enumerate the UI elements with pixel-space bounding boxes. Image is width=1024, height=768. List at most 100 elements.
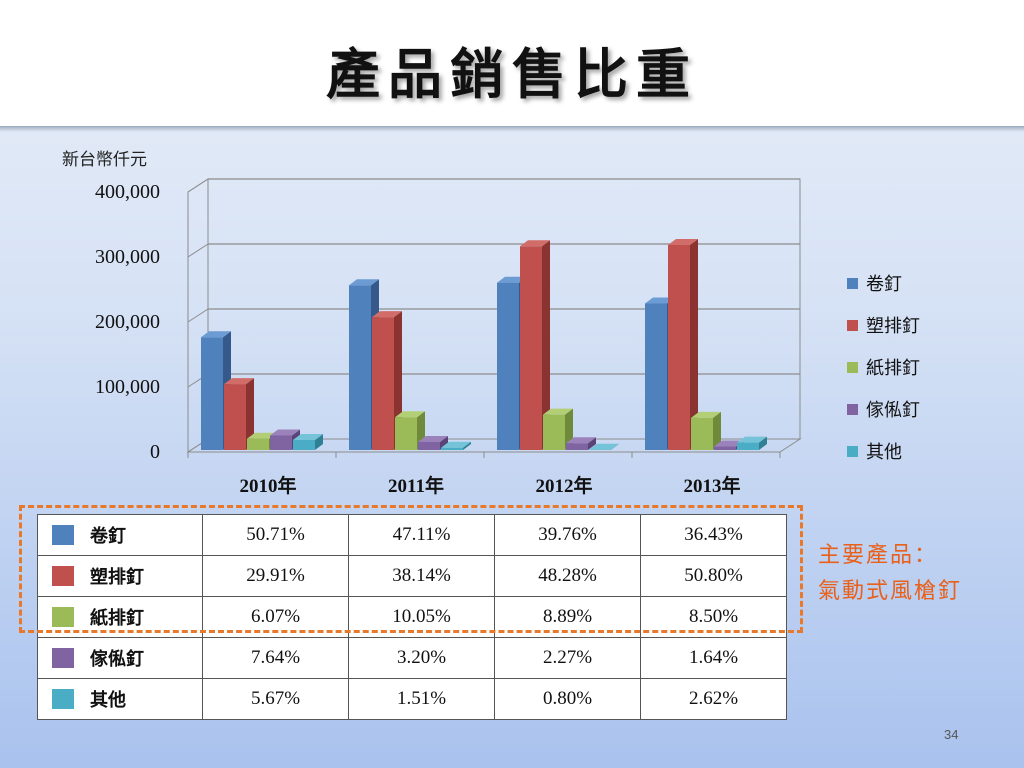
- x-tick-label: 2012年: [535, 474, 592, 497]
- bar-side: [542, 240, 550, 450]
- bar-side: [588, 437, 596, 450]
- legend-swatch: [847, 361, 858, 373]
- bar: [714, 446, 736, 450]
- gridline-diagonal: [187, 243, 209, 258]
- bar-top: [201, 331, 231, 338]
- bar-top: [372, 311, 402, 318]
- chart-legend: 卷釘 塑排釘 紙排釘 傢俬釘 其他: [847, 262, 987, 472]
- bar-side: [713, 411, 721, 450]
- bar: [691, 417, 713, 450]
- table-cell: 1.64%: [640, 637, 787, 679]
- row-label: 塑排釘: [90, 567, 144, 588]
- bar-side: [440, 435, 448, 450]
- legend-label: 卷釘: [866, 274, 902, 295]
- row-header: 傢俬釘: [37, 637, 203, 679]
- bar-top: [668, 239, 698, 245]
- bar-top: [737, 436, 767, 443]
- row-swatch: [52, 607, 74, 627]
- bar-top: [714, 440, 744, 447]
- bar-side: [759, 436, 767, 450]
- bar-top: [520, 240, 550, 247]
- row-swatch: [52, 525, 74, 545]
- row-swatch: [52, 648, 74, 668]
- bar: [566, 443, 588, 450]
- note-line: 主要產品：: [818, 543, 939, 568]
- legend-item: 傢俬釘: [847, 388, 987, 430]
- bar-top: [691, 411, 721, 418]
- table-cell: 50.71%: [202, 514, 349, 556]
- legend-label: 其他: [866, 442, 902, 463]
- table-row: 卷釘 50.71% 47.11% 39.76% 36.43%: [37, 514, 787, 556]
- bar: [349, 285, 371, 450]
- bar-top: [645, 297, 675, 304]
- bar: [372, 317, 394, 450]
- legend-swatch: [847, 277, 858, 289]
- slide-header: [0, 0, 1024, 128]
- bar-top: [395, 411, 425, 418]
- bar: [497, 282, 519, 450]
- bar-side: [246, 378, 254, 450]
- main-products-note: 主要產品： 氣動式風槍釘: [818, 538, 962, 610]
- bar: [201, 337, 223, 450]
- bar: [520, 246, 542, 450]
- bar-top: [247, 432, 277, 439]
- table-cell: 36.43%: [640, 514, 787, 556]
- table-cell: 7.64%: [202, 637, 349, 679]
- y-tick-label: 400,000: [95, 181, 160, 203]
- page-title: 產品銷售比重: [326, 42, 698, 106]
- bar-top: [441, 441, 471, 448]
- bar-top: [224, 378, 254, 385]
- header-divider: [0, 126, 1024, 132]
- legend-item: 紙排釘: [847, 346, 987, 388]
- bar-top: [543, 408, 573, 415]
- row-label: 紙排釘: [90, 608, 144, 629]
- table-row: 傢俬釘 7.64% 3.20% 2.27% 1.64%: [37, 637, 787, 679]
- y-tick-label: 0: [150, 441, 160, 463]
- x-tick-label: 2011年: [388, 474, 444, 497]
- legend-swatch: [847, 403, 858, 415]
- y-axis-unit-label: 新台幣仟元: [62, 150, 147, 170]
- legend-item: 塑排釘: [847, 304, 987, 346]
- row-header: 塑排釘: [37, 555, 203, 597]
- bar-side: [315, 434, 323, 450]
- bar: [668, 245, 690, 450]
- bar: [645, 303, 667, 450]
- table-cell: 0.80%: [494, 678, 641, 720]
- bar: [247, 438, 269, 450]
- legend-label: 紙排釘: [866, 358, 920, 379]
- bar: [418, 441, 440, 450]
- gridline-diagonal: [187, 178, 209, 193]
- bar: [737, 442, 759, 450]
- gridline-diagonal: [187, 308, 209, 323]
- row-label: 卷釘: [90, 526, 126, 547]
- bar-top: [418, 435, 448, 442]
- bar-top: [497, 276, 527, 283]
- table-cell: 1.51%: [348, 678, 495, 720]
- note-line: 氣動式風槍釘: [818, 579, 963, 604]
- table-cell: 2.27%: [494, 637, 641, 679]
- bar-top: [270, 429, 300, 436]
- legend-swatch: [847, 319, 858, 331]
- bar: [293, 440, 315, 450]
- bar-top: [349, 279, 379, 286]
- bar-side: [463, 441, 471, 450]
- row-header: 卷釘: [37, 514, 203, 556]
- bar-side: [690, 239, 698, 450]
- legend-item: 卷釘: [847, 262, 987, 304]
- bar-side: [611, 443, 619, 450]
- table-cell: 5.67%: [202, 678, 349, 720]
- row-label: 傢俬釘: [90, 649, 144, 670]
- legend-swatch: [847, 445, 858, 457]
- bar: [441, 447, 463, 450]
- main-products-highlight-box: [19, 505, 803, 633]
- bar-top: [566, 437, 596, 444]
- row-swatch: [52, 689, 74, 709]
- bar-top: [293, 434, 323, 440]
- x-tick-label: 2013年: [683, 474, 740, 497]
- row-header: 其他: [37, 678, 203, 720]
- table-cell: 2.62%: [640, 678, 787, 720]
- y-tick-label: 200,000: [95, 311, 160, 333]
- table-cell: 29.91%: [202, 555, 349, 597]
- table-row: 其他 5.67% 1.51% 0.80% 2.62%: [37, 678, 787, 720]
